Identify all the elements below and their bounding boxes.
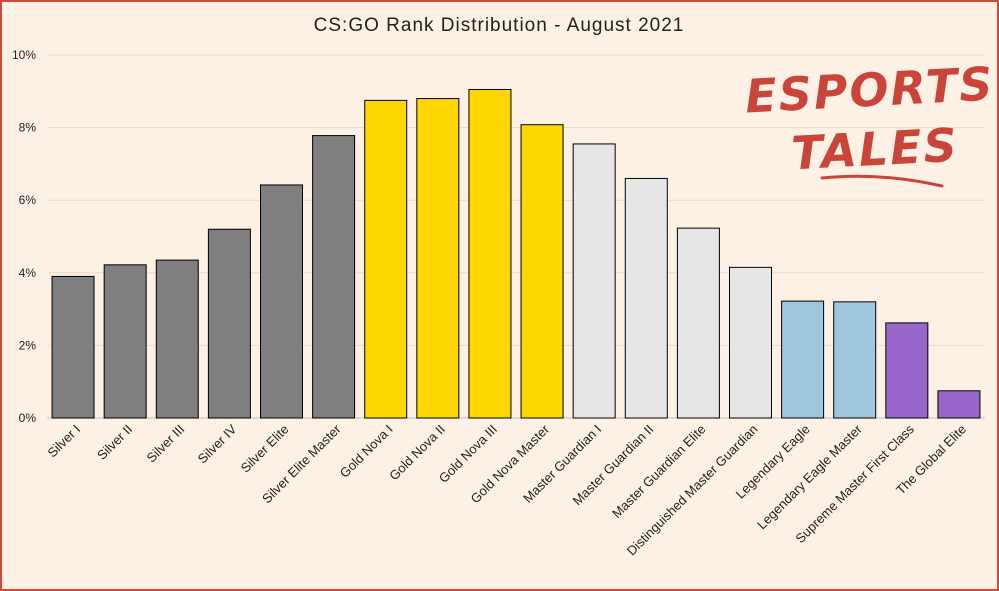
bar	[364, 99, 408, 419]
x-tick-label: Silver III	[144, 422, 188, 466]
bar	[468, 88, 512, 419]
chart-title: CS:GO Rank Distribution - August 2021	[314, 15, 685, 36]
bar	[729, 266, 772, 419]
bar	[260, 184, 303, 419]
y-tick-label: 10%	[12, 48, 36, 62]
y-tick-label: 4%	[19, 266, 37, 280]
esports-tales-logo: ESPORTS TALES	[744, 57, 996, 188]
bar	[207, 228, 251, 419]
bars	[51, 88, 981, 419]
x-tick-label: Silver IV	[195, 421, 240, 466]
bar	[833, 301, 877, 419]
bar	[572, 143, 616, 419]
bar	[676, 227, 720, 419]
bar	[624, 177, 668, 419]
grid	[47, 54, 985, 419]
bar	[885, 322, 929, 419]
bar	[155, 259, 199, 419]
logo-line-1: ESPORTS	[744, 57, 996, 124]
y-tick-label: 0%	[19, 411, 37, 425]
x-tick-label: Legendary Eagle Master	[754, 421, 865, 532]
y-tick-label: 2%	[19, 338, 37, 352]
bar	[51, 275, 95, 419]
bar	[416, 98, 460, 419]
y-tick-label: 6%	[19, 193, 37, 207]
x-tick-label: Silver Elite	[238, 422, 292, 476]
bar	[520, 124, 564, 419]
bar	[781, 300, 825, 419]
x-tick-label: Silver II	[94, 422, 135, 463]
bar	[312, 135, 356, 419]
logo-underline	[820, 174, 944, 188]
x-tick-label: Silver I	[44, 422, 83, 461]
y-axis: 0% 2% 4% 6% 8% 10%	[12, 48, 36, 425]
bar	[937, 390, 981, 419]
x-axis: Silver I Silver II Silver III Silver IVSilv…	[44, 421, 969, 558]
y-tick-label: 8%	[19, 121, 37, 135]
logo-line-2: TALES	[790, 118, 960, 181]
x-tick-label: Master Guardian Elite	[609, 422, 709, 522]
bar	[103, 264, 147, 419]
